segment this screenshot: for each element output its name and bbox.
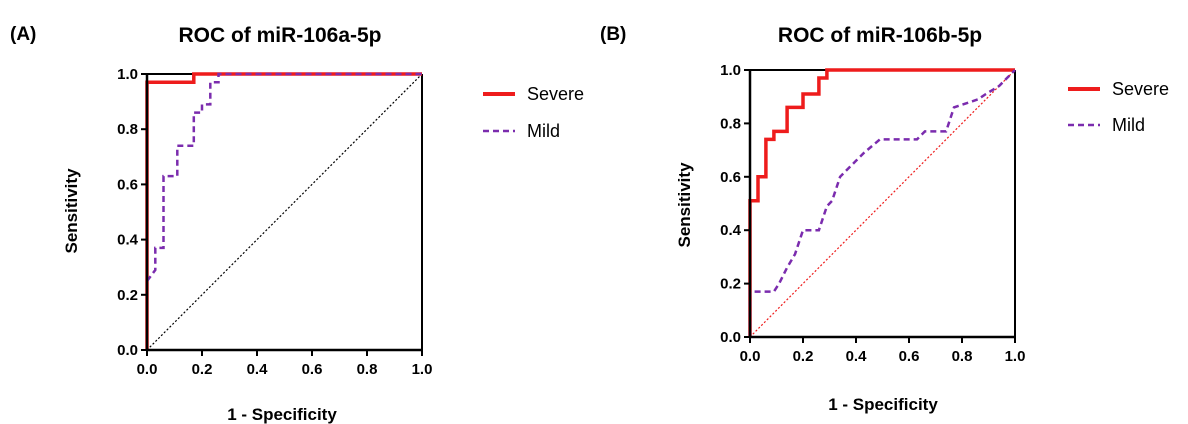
- legend-label-severe: Severe: [1112, 79, 1169, 99]
- legend-label-mild: Mild: [527, 121, 560, 141]
- y-tick-label: 0.6: [720, 169, 741, 186]
- x-tick-label: 0.6: [899, 348, 920, 365]
- panel-label: (A): [10, 24, 36, 45]
- chart-title: ROC of miR-106b-5p: [778, 24, 982, 47]
- legend: Severe Mild: [483, 84, 584, 141]
- y-tick-label: 0.8: [117, 121, 138, 138]
- plot-area: 0.0 0.2 0.4 0.6 0.8 1.0 0.0 0.2 0.4 0.6 0.8 1.0: [720, 62, 1025, 365]
- y-tick-label: 0.0: [117, 342, 138, 359]
- x-tick-label: 0.0: [137, 361, 158, 378]
- x-tick-label: 1.0: [1005, 348, 1026, 365]
- y-tick-label: 0.8: [720, 115, 741, 132]
- y-tick-label: 1.0: [117, 66, 138, 83]
- y-tick-label: 0.6: [117, 176, 138, 193]
- x-tick-label: 0.2: [192, 361, 213, 378]
- x-axis-title: 1 - Specificity: [828, 395, 938, 414]
- reference-diagonal: [146, 73, 423, 351]
- series-line-severe: [748, 68, 1015, 337]
- chart-title: ROC of miR-106a-5p: [178, 24, 381, 47]
- series-line-mild: [748, 69, 1016, 337]
- legend-label-mild: Mild: [1112, 115, 1145, 135]
- y-axis-title: Sensitivity: [675, 162, 694, 248]
- y-axis-title: Sensitivity: [62, 168, 81, 254]
- panel-b: (B) ROC of miR-106b-5p 1 - Specificity S…: [600, 24, 1169, 414]
- y-tick-label: 1.0: [720, 62, 741, 79]
- x-tick-label: 0.8: [952, 348, 973, 365]
- reference-diagonal: [749, 69, 1016, 338]
- x-tick-label: 0.4: [846, 348, 868, 365]
- x-axis-title: 1 - Specificity: [227, 405, 337, 424]
- series-line-mild: [146, 72, 422, 282]
- x-tick-label: 0.2: [793, 348, 814, 365]
- plot-area: 0.0 0.2 0.4 0.6 0.8 1.0 0.0 0.2 0.4 0.6 0.8 1.0: [117, 66, 432, 378]
- y-tick-label: 0.2: [720, 276, 741, 293]
- y-tick-label: 0.4: [720, 222, 742, 239]
- x-tick-label: 0.8: [357, 361, 378, 378]
- legend-label-severe: Severe: [527, 84, 584, 104]
- y-tick-label: 0.0: [720, 329, 741, 346]
- panel-a: (A) ROC of miR-106a-5p 1 - Specificity S…: [10, 24, 584, 424]
- legend: Severe Mild: [1068, 79, 1169, 135]
- y-tick-label: 0.4: [117, 232, 139, 249]
- x-tick-label: 1.0: [412, 361, 433, 378]
- x-tick-label: 0.4: [247, 361, 269, 378]
- panel-label: (B): [600, 24, 626, 45]
- x-tick-label: 0.6: [302, 361, 323, 378]
- x-tick-label: 0.0: [740, 348, 761, 365]
- y-tick-label: 0.2: [117, 287, 138, 304]
